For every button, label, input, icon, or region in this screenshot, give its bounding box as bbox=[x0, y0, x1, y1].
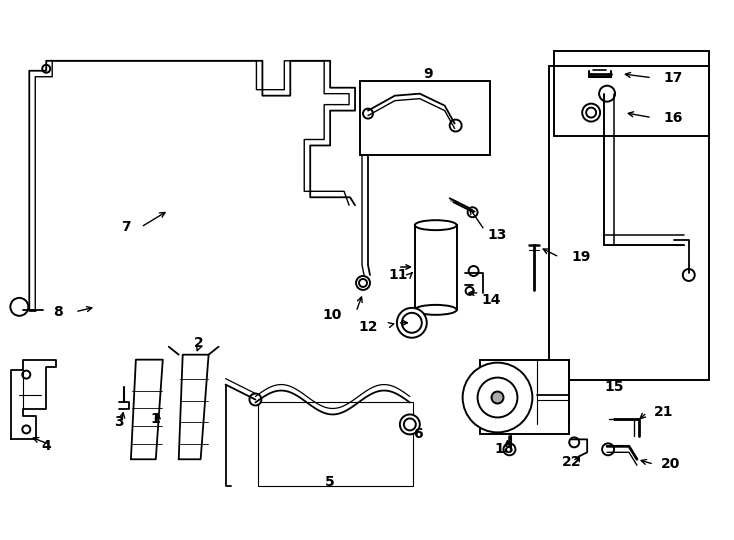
Circle shape bbox=[468, 266, 479, 276]
Circle shape bbox=[397, 308, 426, 338]
Text: 13: 13 bbox=[487, 228, 507, 242]
Bar bbox=[360, 80, 490, 156]
Bar bbox=[415, 225, 457, 310]
Bar bbox=[549, 66, 709, 380]
Circle shape bbox=[582, 104, 600, 122]
Text: 16: 16 bbox=[664, 111, 683, 125]
Circle shape bbox=[22, 370, 30, 379]
Circle shape bbox=[450, 119, 462, 132]
Bar bbox=[554, 51, 709, 136]
Text: 22: 22 bbox=[562, 455, 581, 469]
Text: 14: 14 bbox=[482, 293, 501, 307]
Circle shape bbox=[10, 298, 29, 316]
Text: 21: 21 bbox=[654, 406, 673, 420]
Text: 11: 11 bbox=[388, 268, 408, 282]
Text: 10: 10 bbox=[323, 308, 342, 322]
Text: 7: 7 bbox=[121, 220, 131, 234]
Text: 4: 4 bbox=[41, 440, 51, 454]
Text: 20: 20 bbox=[661, 457, 680, 471]
Circle shape bbox=[504, 443, 515, 455]
Circle shape bbox=[363, 109, 373, 119]
Text: 12: 12 bbox=[358, 320, 378, 334]
Circle shape bbox=[586, 107, 596, 118]
Ellipse shape bbox=[415, 305, 457, 315]
Circle shape bbox=[492, 392, 504, 403]
Circle shape bbox=[22, 426, 30, 434]
Circle shape bbox=[599, 86, 615, 102]
Ellipse shape bbox=[415, 220, 457, 230]
Text: 2: 2 bbox=[194, 336, 203, 350]
Circle shape bbox=[570, 437, 579, 447]
Circle shape bbox=[478, 377, 517, 417]
Text: 1: 1 bbox=[151, 413, 161, 427]
Circle shape bbox=[359, 279, 367, 287]
Circle shape bbox=[404, 418, 416, 430]
Bar bbox=[479, 360, 570, 434]
Text: 3: 3 bbox=[114, 415, 124, 429]
Text: 19: 19 bbox=[571, 250, 591, 264]
Text: 8: 8 bbox=[54, 305, 63, 319]
Bar bbox=[258, 402, 413, 486]
Text: 9: 9 bbox=[423, 67, 432, 81]
Text: 5: 5 bbox=[325, 475, 335, 489]
Circle shape bbox=[356, 276, 370, 290]
Text: 17: 17 bbox=[664, 71, 683, 85]
Text: 18: 18 bbox=[495, 442, 515, 456]
Circle shape bbox=[250, 394, 261, 406]
Circle shape bbox=[402, 313, 422, 333]
Circle shape bbox=[43, 65, 50, 73]
Circle shape bbox=[462, 363, 532, 433]
Text: 6: 6 bbox=[413, 427, 423, 441]
Circle shape bbox=[465, 287, 473, 295]
Text: 15: 15 bbox=[604, 380, 624, 394]
Circle shape bbox=[468, 207, 478, 217]
Circle shape bbox=[602, 443, 614, 455]
Circle shape bbox=[683, 269, 695, 281]
Circle shape bbox=[400, 415, 420, 434]
